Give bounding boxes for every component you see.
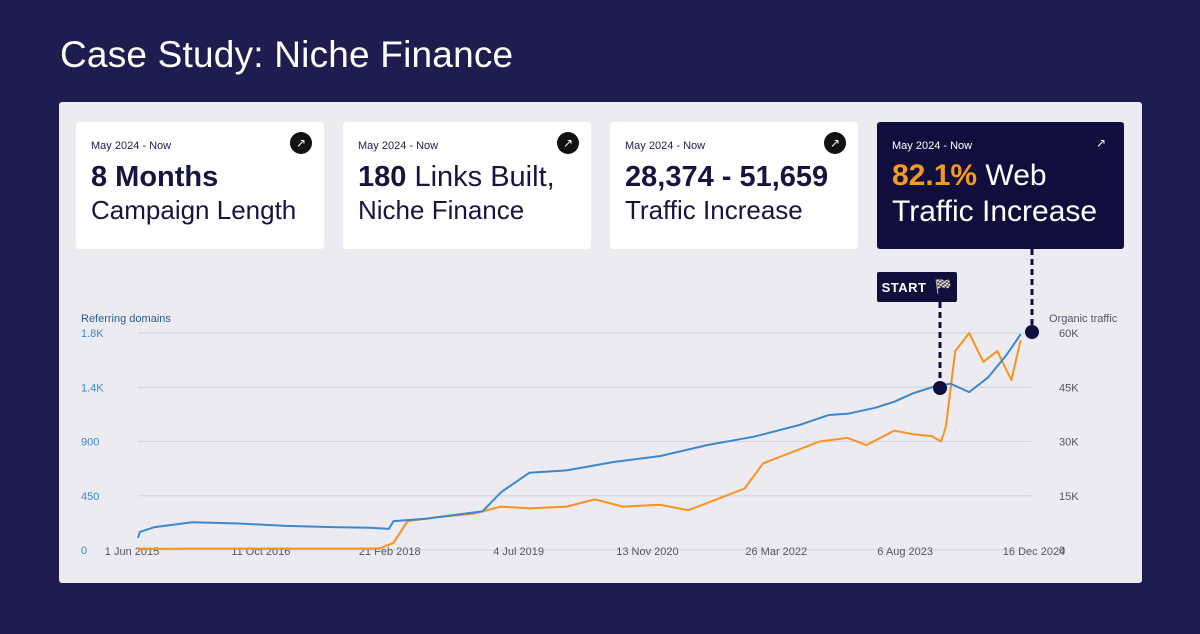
y-left-tick-label: 1.8K (81, 328, 104, 340)
end-point-marker (1025, 325, 1039, 339)
traffic-chart: 0 0 450 15K 900 30K 1.4K 45K 1.8K 60K Referring do… (81, 249, 1118, 558)
card-date: May 2024 - Now (358, 140, 439, 152)
stat-card-campaign-length[interactable]: May 2024 - Now ↗ 8 Months Campaign Lengt… (76, 122, 324, 249)
card-date: May 2024 - Now (625, 140, 706, 152)
card-headline-rest: Links Built, (414, 161, 555, 193)
x-tick-label: 1 Jun 2015 (105, 546, 159, 558)
x-tick-label: 13 Nov 2020 (616, 546, 678, 558)
y-left-tick-label: 0 (81, 545, 87, 557)
checkered-flag-icon: 🏁 (934, 279, 953, 295)
x-tick-label: 16 Dec 2024 (1003, 546, 1065, 558)
stat-card-traffic-increase[interactable]: May 2024 - Now ↗ 28,374 - 51,659 Traffic… (610, 122, 858, 249)
y-right-tick-label: 45K (1059, 382, 1079, 394)
x-tick-label: 6 Aug 2023 (877, 546, 933, 558)
card-headline-rest: Web (985, 159, 1047, 192)
y-right-tick-label: 0 (1059, 545, 1065, 557)
card-headline-bold: 8 Months (91, 161, 219, 193)
arrow-up-right-icon[interactable]: ↗ (1095, 136, 1107, 150)
arrow-up-right-icon[interactable]: ↗ (557, 132, 579, 154)
card-headline-bold: 180 (358, 161, 407, 193)
card-subtitle: Niche Finance (358, 195, 525, 225)
page-title: Case Study: Niche Finance (60, 34, 514, 75)
y-left-tick-label: 1.4K (81, 382, 104, 394)
series-line-organic-traffic (137, 332, 1022, 550)
card-headline: 28,374 - 51,659 (625, 160, 844, 194)
stat-card-web-traffic-percent[interactable]: May 2024 - Now ↗ 82.1% Web Traffic Incre… (877, 122, 1124, 249)
y-left-tick-label: 900 (81, 437, 99, 449)
card-headline: 8 Months (91, 160, 310, 194)
card-subtitle: Traffic Increase (892, 195, 1098, 228)
card-headline: 82.1% Web (892, 158, 1110, 194)
card-headline-bold: 28,374 - 51,659 (625, 161, 829, 193)
case-study-panel: May 2024 - Now ↗ 8 Months Campaign Lengt… (59, 102, 1142, 583)
x-tick-label: 26 Mar 2022 (745, 546, 807, 558)
y-left-axis-label: Referring domains (81, 313, 171, 325)
start-label: START (881, 279, 927, 295)
y-right-tick-label: 60K (1059, 328, 1079, 340)
y-right-axis-label: Organic traffic (1049, 313, 1118, 325)
arrow-up-right-icon[interactable]: ↗ (290, 132, 312, 154)
card-headline-bold: 82.1% (892, 159, 978, 192)
card-date: May 2024 - Now (91, 140, 172, 152)
card-subtitle: Traffic Increase (625, 195, 803, 225)
series-line-referring-domains (137, 333, 1022, 539)
arrow-up-right-icon[interactable]: ↗ (824, 132, 846, 154)
stat-card-links-built[interactable]: May 2024 - Now ↗ 180 Links Built, Niche … (343, 122, 591, 249)
x-tick-label: 4 Jul 2019 (493, 546, 544, 558)
y-left-tick-label: 450 (81, 491, 99, 503)
start-marker: START 🏁 (877, 272, 957, 302)
card-headline: 180 Links Built, (358, 160, 577, 194)
card-subtitle: Campaign Length (91, 195, 297, 225)
y-right-tick-label: 15K (1059, 491, 1079, 503)
y-right-tick-label: 30K (1059, 437, 1079, 449)
card-date: May 2024 - Now (892, 140, 973, 152)
start-point-marker (933, 381, 947, 395)
